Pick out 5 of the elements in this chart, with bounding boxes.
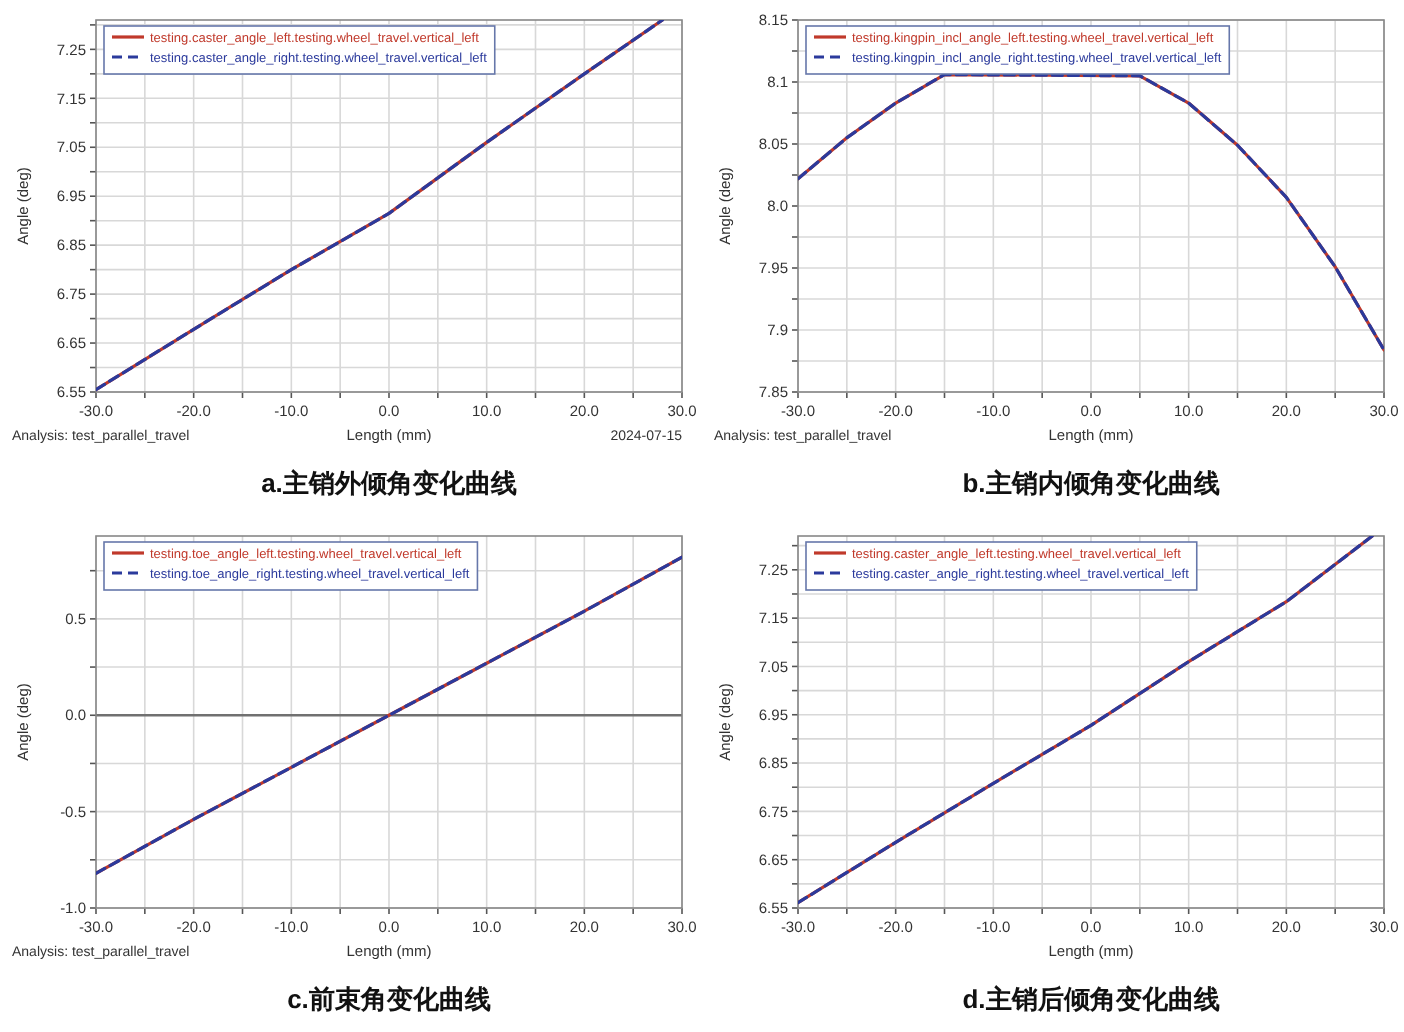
text: a.主销外倾角变化曲线 (261, 468, 517, 498)
text: d.主销后倾角变化曲线 (962, 984, 1220, 1014)
text: c.前束角变化曲线 (287, 984, 491, 1014)
line-series (798, 72, 1384, 352)
text: b.主销内倾角变化曲线 (962, 468, 1220, 498)
